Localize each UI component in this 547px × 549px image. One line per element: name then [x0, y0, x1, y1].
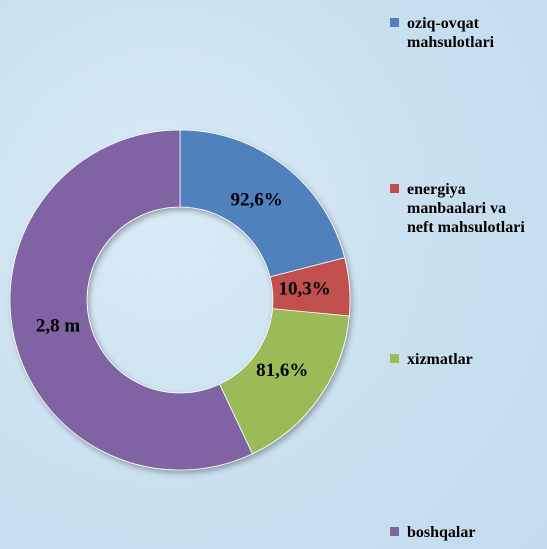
slice-label: 92,6%	[230, 190, 282, 211]
donut-slice	[9, 129, 253, 471]
legend-swatch	[390, 18, 399, 27]
legend-swatch	[390, 527, 399, 536]
legend-item: oziq-ovqat mahsulotlari	[390, 14, 530, 52]
legend-item: energiya manbaalari va neft mahsulotlari	[390, 180, 530, 237]
legend-swatch	[390, 354, 399, 363]
legend-label: boshqalar	[407, 524, 476, 541]
legend-label: energiya manbaalari va neft mahsulotlari	[407, 181, 525, 236]
legend-swatch	[390, 184, 399, 193]
donut-slice	[179, 129, 346, 278]
slice-label: 81,6%	[256, 360, 308, 381]
donut	[9, 129, 351, 471]
legend-item: boshqalar	[390, 523, 530, 542]
legend-label: xizmatlar	[407, 351, 473, 368]
slice-label: 10,3%	[278, 279, 330, 300]
legend-item: xizmatlar	[390, 350, 530, 369]
donut-slice	[219, 308, 350, 455]
legend-label: oziq-ovqat mahsulotlari	[407, 15, 495, 51]
slice-label: 2,8 m	[36, 316, 81, 337]
